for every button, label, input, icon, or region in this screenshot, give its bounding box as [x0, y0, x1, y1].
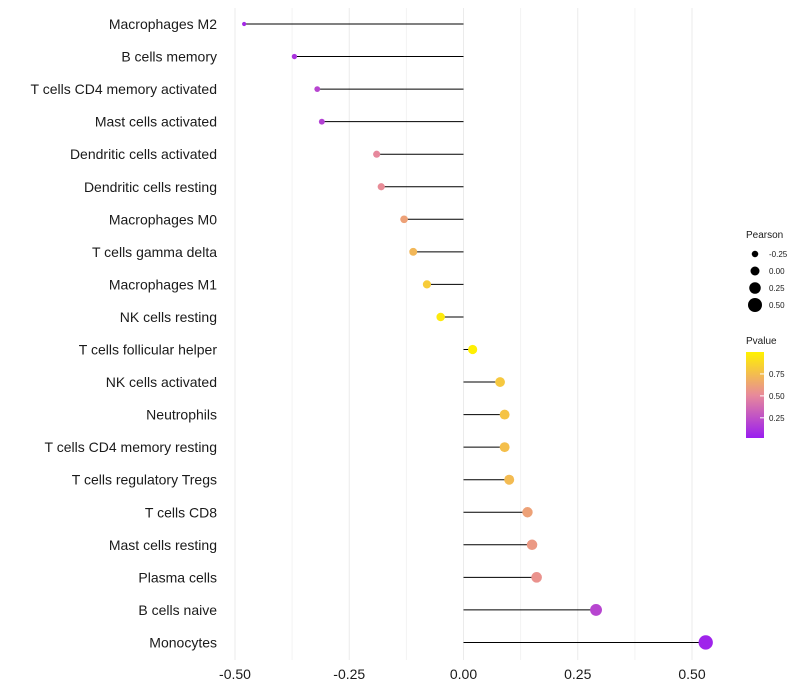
- category-label: Macrophages M0: [109, 211, 217, 227]
- data-point: [531, 572, 542, 583]
- size-legend-label: 0.50: [769, 301, 785, 310]
- size-legend-label: 0.00: [769, 267, 785, 276]
- grid-lines: [234, 8, 693, 660]
- category-label: Neutrophils: [146, 407, 217, 423]
- category-label: NK cells activated: [106, 374, 217, 390]
- data-point: [522, 507, 533, 518]
- data-point: [436, 312, 445, 322]
- category-label: B cells memory: [121, 49, 217, 65]
- size-legend-title: Pearson: [746, 230, 783, 241]
- category-label: T cells CD4 memory activated: [31, 81, 217, 97]
- color-legend-label: 0.50: [769, 392, 785, 401]
- category-label: T cells gamma delta: [92, 244, 217, 260]
- data-point: [468, 344, 478, 355]
- size-legend-label: -0.25: [769, 250, 788, 259]
- x-axis-ticks: -0.50 -0.25 0.00 0.25 0.50: [219, 666, 706, 682]
- size-legend-key: [751, 250, 759, 258]
- data-point: [504, 474, 515, 485]
- category-label: T cells CD4 memory resting: [45, 439, 217, 455]
- category-label: T cells follicular helper: [79, 342, 218, 358]
- points: [242, 21, 713, 650]
- data-point: [499, 442, 510, 453]
- data-point: [590, 603, 602, 616]
- category-label: Dendritic cells resting: [84, 179, 217, 195]
- category-label: B cells naive: [138, 602, 217, 618]
- data-point: [526, 539, 538, 551]
- category-label: Mast cells resting: [109, 537, 217, 553]
- data-point: [318, 118, 325, 125]
- category-label: Dendritic cells activated: [70, 146, 217, 162]
- data-point: [499, 409, 510, 420]
- data-point: [373, 150, 381, 158]
- legend: Pearson Pvalue -0.25 0.00 0.25 0.50 0.75 0.50…: [746, 230, 788, 438]
- size-legend-label: 0.25: [769, 284, 785, 293]
- data-point: [314, 86, 321, 92]
- color-legend-title: Pvalue: [746, 336, 777, 347]
- x-tick-label: -0.50: [219, 666, 251, 682]
- data-point: [377, 183, 385, 191]
- category-label: T cells CD8: [145, 504, 217, 520]
- x-tick-label: 0.25: [564, 666, 591, 682]
- category-label: Macrophages M2: [109, 16, 217, 32]
- category-label: T cells regulatory Tregs: [72, 472, 217, 488]
- size-legend-key: [748, 298, 762, 312]
- data-point: [291, 53, 298, 60]
- category-label: Mast cells activated: [95, 114, 217, 130]
- data-point: [698, 635, 713, 650]
- x-tick-label: 0.00: [450, 666, 477, 682]
- data-point: [495, 377, 505, 387]
- size-legend-key: [749, 282, 761, 294]
- x-tick-label: 0.50: [678, 666, 705, 682]
- category-labels: Macrophages M2 B cells memory T cells CD4 …: [31, 16, 218, 650]
- category-label: Monocytes: [149, 634, 217, 650]
- size-legend-key: [750, 266, 760, 276]
- category-label: NK cells resting: [120, 309, 217, 325]
- stems: [244, 23, 706, 643]
- x-tick-label: -0.25: [333, 666, 365, 682]
- color-legend-label: 0.25: [769, 414, 785, 423]
- data-point: [400, 215, 408, 224]
- color-legend-label: 0.75: [769, 370, 785, 379]
- data-point: [409, 247, 418, 256]
- category-label: Macrophages M1: [109, 276, 217, 292]
- pvalue-colorbar: [746, 352, 764, 438]
- data-point: [242, 21, 247, 27]
- category-label: Plasma cells: [138, 569, 217, 585]
- data-point: [422, 280, 432, 289]
